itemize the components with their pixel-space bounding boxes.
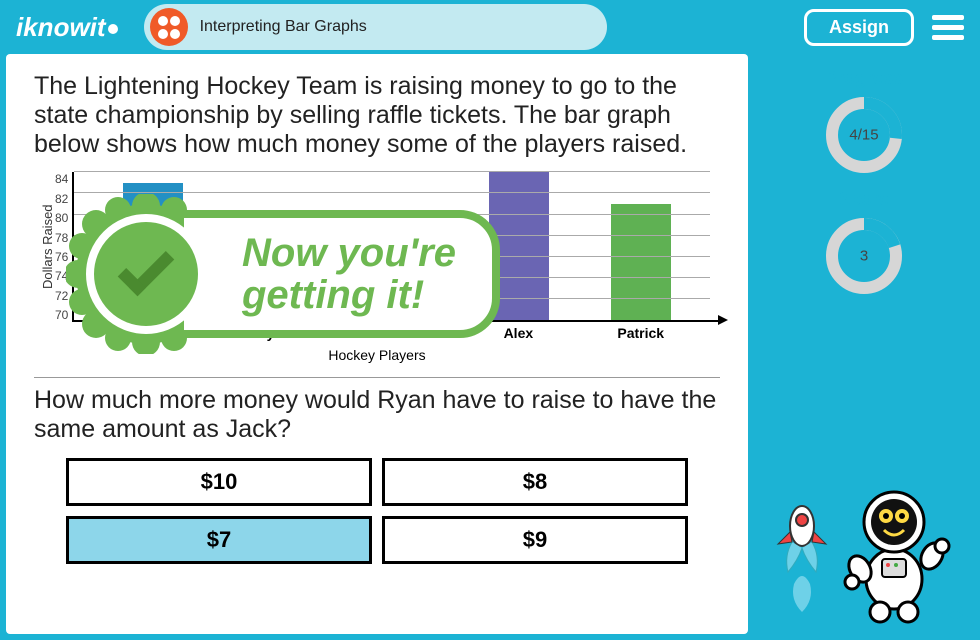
answer-option[interactable]: $7	[66, 516, 372, 564]
header: iknowit Interpreting Bar Graphs Assign	[0, 0, 980, 54]
feedback-text: Now you'regetting it!	[242, 232, 456, 316]
score-value: 3	[860, 248, 868, 265]
astronaut-icon	[844, 492, 949, 622]
answer-grid: $10$8$7$9	[34, 458, 720, 564]
lesson-title: Interpreting Bar Graphs	[200, 18, 367, 36]
logo: iknowit	[16, 12, 118, 43]
progress-value: 4/15	[849, 127, 878, 144]
answer-option[interactable]: $8	[382, 458, 688, 506]
feedback-overlay: Now you'regetting it!	[66, 194, 500, 354]
bar-patrick	[611, 204, 671, 320]
divider	[34, 377, 720, 378]
check-icon	[86, 214, 206, 334]
question-prompt: How much more money would Ryan have to r…	[34, 386, 720, 444]
mascot	[754, 464, 974, 634]
sidebar: Progress 4/15 Score 3	[754, 54, 974, 634]
progress-label: Progress	[825, 68, 903, 89]
menu-icon[interactable]	[932, 10, 964, 45]
question-panel: The Lightening Hockey Team is raising mo…	[6, 54, 748, 634]
y-axis-label: Dollars Raised	[34, 172, 55, 322]
score-ring: 3	[824, 216, 904, 296]
lesson-icon	[150, 8, 188, 46]
lesson-title-capsule: Interpreting Bar Graphs	[144, 4, 607, 50]
assign-button[interactable]: Assign	[804, 9, 914, 46]
rocket-icon	[778, 506, 826, 612]
progress-ring: 4/15	[824, 95, 904, 175]
score-label: Score	[839, 189, 889, 210]
feedback-pill: Now you'regetting it!	[176, 210, 500, 338]
context-text: The Lightening Hockey Team is raising mo…	[34, 72, 720, 158]
answer-option[interactable]: $10	[66, 458, 372, 506]
expand-icon[interactable]	[942, 602, 968, 628]
answer-option[interactable]: $9	[382, 516, 688, 564]
